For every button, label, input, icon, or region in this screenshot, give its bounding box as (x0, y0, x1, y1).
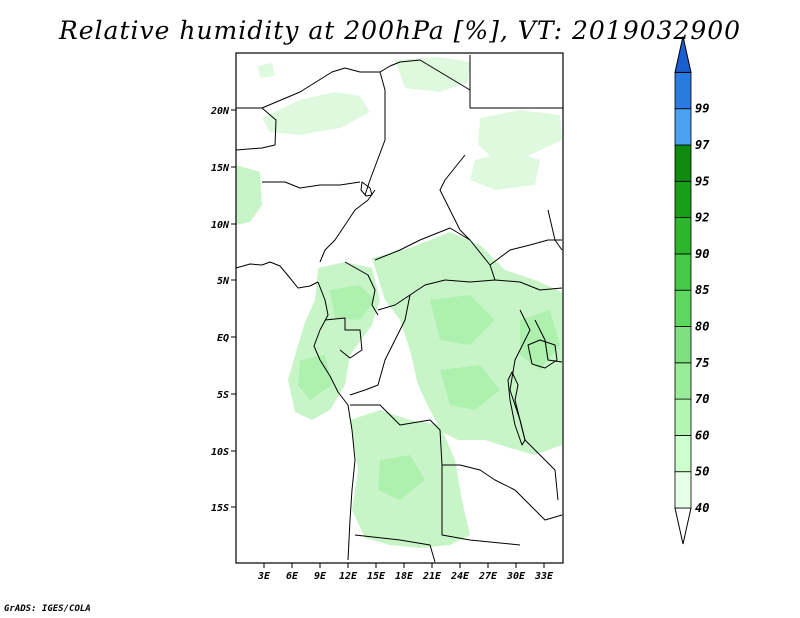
lat-label: EQ (217, 333, 229, 344)
lat-label: 15N (211, 163, 230, 174)
colorbar-band (674, 144, 692, 182)
lat-label: 20N (210, 106, 230, 117)
lon-label: 9E (314, 571, 327, 582)
coastline-gulf-of-guinea (235, 261, 319, 289)
colorbar-band (674, 72, 692, 110)
colorbar-label: 70 (695, 392, 709, 406)
lon-label: 21E (422, 571, 442, 582)
country-borders (235, 55, 563, 563)
border-libya-chad-sudan (364, 71, 386, 196)
lon-label: 15E (367, 571, 386, 582)
lat-label: 5S (217, 390, 229, 401)
lon-label: 33E (534, 571, 554, 582)
colorbar-band (674, 253, 692, 291)
longitude-axis: 3E 6E 9E 12E 15E 18E 21E 24E 27E 30E 33E (257, 563, 554, 582)
rh-area-north-1 (262, 92, 370, 135)
rh-area-north-2 (395, 57, 470, 92)
colorbar-label: 50 (695, 465, 709, 479)
footer-credit: GrADS: IGES/COLA (4, 604, 91, 614)
colorbar-label: 92 (695, 211, 709, 225)
lake-tanganyika (507, 371, 526, 446)
border-drc-angola (350, 404, 516, 491)
rh-area-mid-east (470, 150, 540, 190)
border-cameroon-car (344, 261, 379, 316)
rh-patch-5 (378, 455, 425, 500)
colorbar-label: 75 (695, 356, 709, 370)
colorbar-label: 85 (695, 283, 709, 297)
colorbar-label: 40 (695, 501, 709, 515)
lon-label: 27E (478, 571, 498, 582)
colorbar-label: 97 (695, 138, 710, 152)
border-chad-libya-north (419, 59, 471, 108)
border-nigeria-cameroon (319, 189, 376, 263)
colorbar-band (674, 217, 692, 255)
border-namibia (354, 534, 436, 563)
colorbar-band (674, 471, 692, 509)
lake-chad (360, 181, 373, 197)
lon-label: 18E (395, 571, 414, 582)
rh-patch-2 (430, 295, 495, 345)
border-zambia-mozambique (514, 489, 563, 521)
lon-label: 12E (339, 571, 358, 582)
chart-title: Relative humidity at 200hPa [%], VT: 201… (58, 16, 742, 45)
map-frame (235, 52, 564, 564)
rh-patch-3 (440, 365, 500, 410)
rh-patch-1 (330, 285, 375, 320)
border-niger-algeria-libya (236, 59, 421, 109)
lat-label: 5N (217, 276, 230, 287)
lake-victoria (527, 339, 558, 369)
coastline-west-central (313, 281, 356, 561)
border-car-drc (377, 279, 563, 311)
border-niger-nigeria (262, 181, 361, 189)
border-congo-drc (349, 294, 411, 396)
border-ethiopia (547, 209, 563, 251)
colorbar-label: 60 (695, 428, 709, 442)
colorbar: 40 50 60 70 75 80 85 90 92 95 97 99 (674, 36, 710, 545)
colorbar-band (674, 180, 692, 219)
rh-area-northwest-edge (236, 165, 262, 225)
colorbar-band (674, 434, 692, 473)
rh-area-west (288, 262, 380, 420)
border-mali-niger (235, 107, 277, 151)
border-sudan-chad (439, 154, 471, 241)
colorbar-band (674, 398, 692, 436)
lon-label: 6E (286, 571, 299, 582)
lon-label: 30E (506, 571, 526, 582)
rh-area-north-4 (258, 63, 275, 78)
lat-label: 15S (211, 503, 229, 514)
border-angola-zambia (441, 465, 521, 546)
colorbar-label: 80 (695, 320, 709, 334)
colorbar-band (674, 326, 692, 364)
lat-label: 10N (211, 220, 230, 231)
colorbar-under-triangle (674, 507, 692, 545)
colorbar-label: 90 (695, 247, 709, 261)
latitude-axis: 20N 15N 10N 5N EQ 5S 10S 15S (210, 106, 236, 514)
border-egypt-sudan (469, 55, 563, 109)
colorbar-band (674, 108, 692, 146)
lon-label: 3E (257, 571, 271, 582)
colorbar-band (674, 362, 692, 400)
lon-label: 24E (450, 571, 470, 582)
lat-label: 10S (211, 447, 229, 458)
colorbar-over-triangle (674, 36, 692, 73)
humidity-field (236, 57, 562, 548)
rh-area-north-3 (478, 110, 562, 160)
border-south-sudan (489, 239, 562, 266)
border-gabon (324, 317, 363, 359)
colorbar-label: 99 (695, 102, 709, 116)
colorbar-band (674, 289, 692, 327)
colorbar-label: 95 (695, 174, 709, 188)
